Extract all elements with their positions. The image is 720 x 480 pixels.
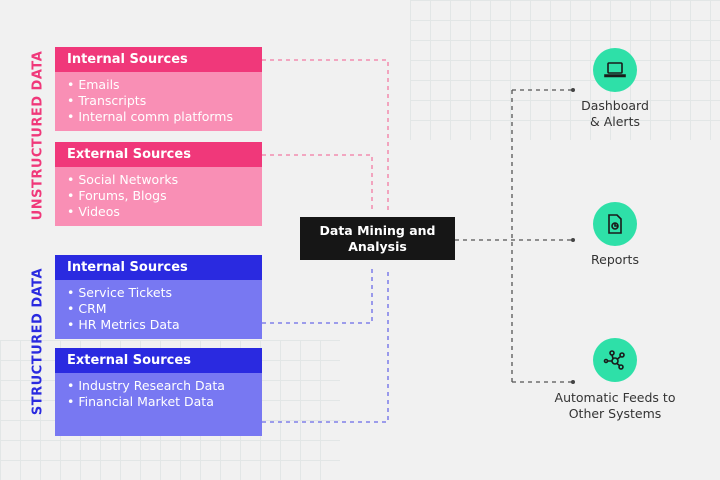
list-item: CRM: [67, 301, 262, 317]
grid-background-top-right: [410, 0, 720, 140]
connector-unstructured-internal: [262, 59, 389, 212]
label-line1: Reports: [591, 252, 639, 267]
connector-structured-internal: [262, 268, 373, 324]
label-line1: Dashboard: [581, 98, 649, 113]
list-item: HR Metrics Data: [67, 317, 262, 333]
list-item: Financial Market Data: [67, 394, 262, 410]
structured-external-sources: External Sources Industry Research Data …: [55, 348, 262, 436]
unstructured-external-sources: External Sources Social Networks Forums,…: [55, 142, 262, 226]
list-item: Industry Research Data: [67, 378, 262, 394]
box-title: Internal Sources: [55, 255, 262, 280]
list-item: Forums, Blogs: [67, 188, 262, 204]
output-dashboard-label: Dashboard & Alerts: [535, 98, 695, 130]
list-item: Service Tickets: [67, 285, 262, 301]
box-title: External Sources: [55, 348, 262, 373]
label-line1: Automatic Feeds to: [554, 390, 676, 405]
output-reports-label: Reports: [535, 252, 695, 268]
data-mining-analysis-box: Data Mining and Analysis: [300, 217, 455, 260]
unstructured-data-label: UNSTRUCTURED DATA: [30, 50, 46, 221]
center-line2: Analysis: [348, 238, 407, 254]
list-item: Social Networks: [67, 172, 262, 188]
list-item: Videos: [67, 204, 262, 220]
structured-data-label: STRUCTURED DATA: [30, 267, 46, 416]
structured-internal-sources: Internal Sources Service Tickets CRM HR …: [55, 255, 262, 339]
box-title: External Sources: [55, 142, 262, 167]
center-line1: Data Mining and: [319, 222, 436, 238]
connector-structured-external: [262, 268, 389, 423]
list-item: Transcripts: [67, 93, 262, 109]
report-icon: [593, 202, 637, 246]
unstructured-internal-sources: Internal Sources Emails Transcripts Inte…: [55, 47, 262, 131]
laptop-icon: [593, 48, 637, 92]
network-icon: [593, 338, 637, 382]
box-title: Internal Sources: [55, 47, 262, 72]
list-item: Emails: [67, 77, 262, 93]
label-line2: Other Systems: [568, 406, 662, 421]
list-item: Internal comm platforms: [67, 109, 262, 125]
connector-unstructured-external: [262, 154, 373, 212]
label-line2: & Alerts: [590, 114, 640, 129]
output-feeds-label: Automatic Feeds to Other Systems: [535, 390, 695, 422]
